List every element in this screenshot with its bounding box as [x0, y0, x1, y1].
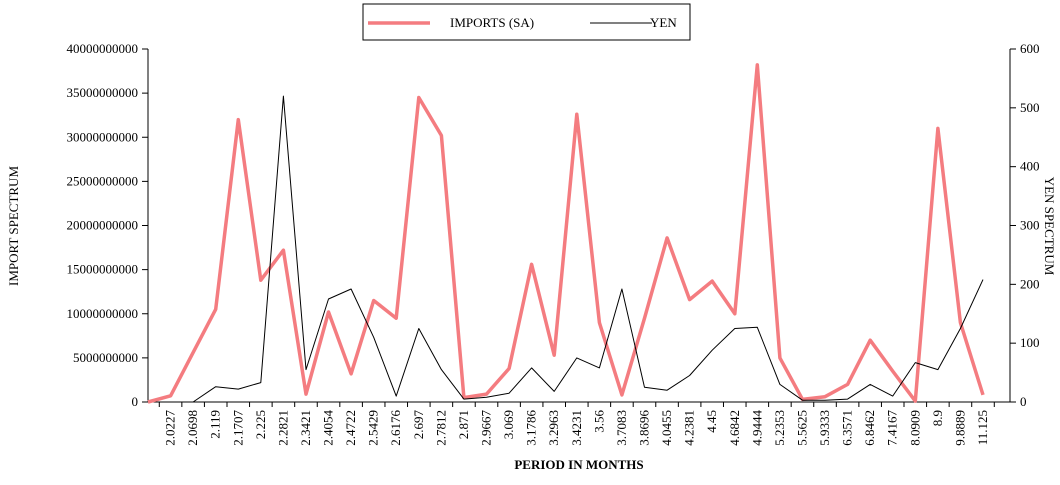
x-tick-label: 4.2381	[682, 410, 697, 446]
x-tick-label: 5.2353	[772, 410, 787, 446]
y-tick-label: 15000000000	[67, 262, 139, 277]
x-tick-label: 3.8696	[636, 410, 651, 446]
x-tick-label: 3.56	[591, 410, 606, 433]
x-tick-label: 4.9444	[749, 410, 764, 446]
y2-axis-title: YEN SPECTRUM	[1042, 177, 1057, 276]
x-tick-label: 2.697	[411, 410, 426, 440]
series-line	[170, 95, 984, 403]
legend-label: YEN	[650, 15, 677, 30]
x-tick-label: 5.9333	[817, 410, 832, 446]
y2-tick-label: 300	[1020, 218, 1040, 233]
y2-tick-label: 100	[1020, 335, 1040, 350]
x-tick-label: 7.4167	[885, 410, 900, 446]
x-tick-label: 2.6176	[388, 410, 403, 446]
y-tick-label: 5000000000	[73, 350, 138, 365]
y-axis-title: IMPORT SPECTRUM	[6, 166, 21, 286]
x-tick-label: 6.3571	[840, 410, 855, 446]
y-tick-label: 10000000000	[67, 306, 139, 321]
x-tick-label: 9.8889	[952, 410, 967, 446]
x-tick-label: 2.1707	[230, 410, 245, 446]
x-tick-label: 2.2821	[275, 410, 290, 446]
legend-label: IMPORTS (SA)	[450, 15, 534, 30]
y2-tick-label: 400	[1020, 159, 1040, 174]
x-tick-label: 2.4722	[343, 410, 358, 446]
y-tick-label: 25000000000	[67, 173, 139, 188]
x-tick-label: 4.45	[704, 410, 719, 433]
x-tick-label: 3.4231	[569, 410, 584, 446]
y-tick-label: 40000000000	[67, 41, 139, 56]
x-tick-label: 4.0455	[659, 410, 674, 446]
x-tick-label: 2.9667	[479, 410, 494, 446]
x-tick-label: 3.2963	[546, 410, 561, 446]
y2-tick-label: 0	[1020, 394, 1027, 409]
series-line	[147, 63, 985, 404]
y-tick-label: 0	[132, 394, 139, 409]
y2-tick-label: 600	[1020, 41, 1040, 56]
x-tick-label: 6.8462	[862, 410, 877, 446]
x-tick-label: 2.0698	[185, 410, 200, 446]
x-tick-label: 4.6842	[727, 410, 742, 446]
x-tick-label: 2.119	[208, 410, 223, 439]
x-tick-label: 2.5429	[366, 410, 381, 446]
y-tick-label: 30000000000	[67, 129, 139, 144]
x-tick-label: 2.0227	[163, 410, 178, 446]
x-tick-label: 2.7812	[433, 410, 448, 446]
x-tick-label: 8.0909	[907, 410, 922, 446]
x-tick-label: 11.125	[975, 410, 990, 445]
x-tick-label: 3.069	[501, 410, 516, 439]
y-tick-label: 35000000000	[67, 85, 139, 100]
x-tick-label: 2.871	[456, 410, 471, 439]
y2-tick-label: 200	[1020, 276, 1040, 291]
y-tick-label: 20000000000	[67, 218, 139, 233]
x-tick-label: 5.5625	[794, 410, 809, 446]
x-tick-label: 2.4054	[321, 410, 336, 446]
x-tick-label: 2.225	[253, 410, 268, 439]
x-tick-label: 8.9	[930, 410, 945, 426]
x-axis-title: PERIOD IN MONTHS	[514, 457, 643, 472]
x-tick-label: 2.3421	[298, 410, 313, 446]
y2-tick-label: 500	[1020, 100, 1040, 115]
x-tick-label: 3.7083	[614, 410, 629, 446]
x-tick-label: 3.1786	[524, 410, 539, 446]
